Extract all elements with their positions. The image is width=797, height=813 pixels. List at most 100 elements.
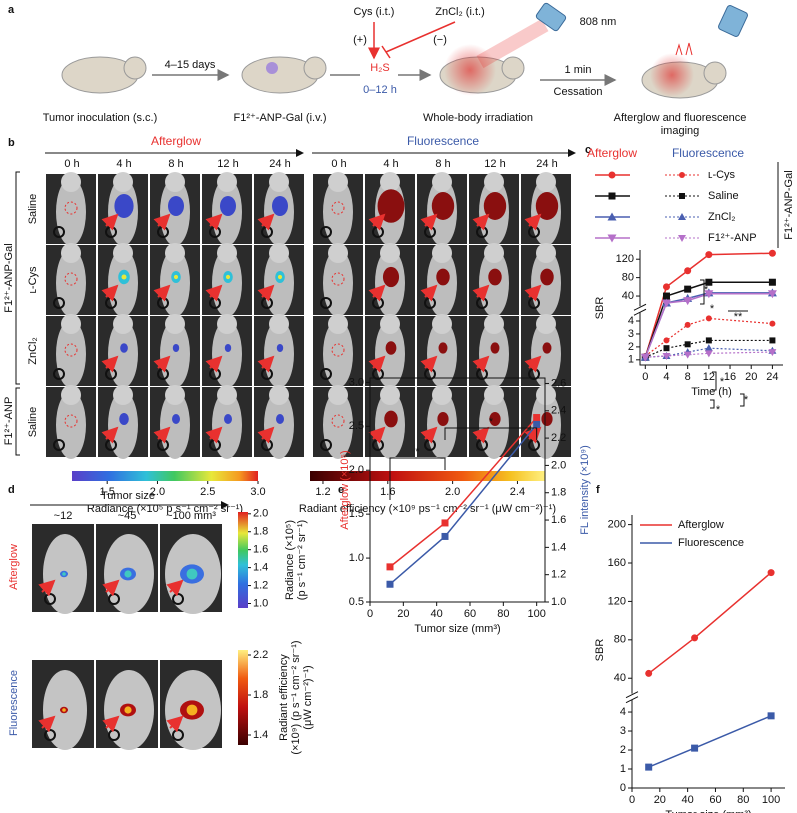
colorbar-label: (p s⁻¹ cm⁻² sr⁻¹) xyxy=(296,520,308,600)
mouse-head xyxy=(165,243,185,263)
x-axis-label: Tumor size (mm³) xyxy=(414,623,500,635)
pointer-arrow xyxy=(101,213,119,231)
pointer-arrow xyxy=(38,579,56,597)
legend-marker xyxy=(608,192,616,200)
emission-glow xyxy=(650,53,694,97)
pointer-arrow xyxy=(101,284,119,302)
series-line xyxy=(645,347,773,358)
pointer-arrow xyxy=(368,426,386,444)
pointer-arrow xyxy=(420,426,438,444)
mouse-head xyxy=(328,385,348,405)
signal-core xyxy=(121,274,127,280)
mouse-head xyxy=(61,172,81,192)
signal xyxy=(276,344,284,352)
legend-header: Afterglow xyxy=(587,146,637,160)
time-label: 24 h xyxy=(536,158,557,170)
time-label: 4 h xyxy=(116,158,131,170)
colorbar-tick-label: 1.6 xyxy=(380,486,395,498)
mouse-head xyxy=(113,243,133,263)
colorbar-tick-label: 1.8 xyxy=(253,526,268,538)
axis-break-gap xyxy=(626,693,638,700)
colorbar-label: Radiant efficiency xyxy=(278,654,290,741)
mouse-head xyxy=(536,172,556,192)
legend-marker xyxy=(679,193,685,199)
significance-mark: * xyxy=(744,394,749,406)
h2s-label: H₂S xyxy=(370,62,390,74)
mouse-head xyxy=(536,243,556,263)
tumor-site xyxy=(331,201,345,215)
time-label: 4 h xyxy=(383,158,398,170)
mode-label: Afterglow xyxy=(8,544,20,590)
colorbar-tick-label: 1.2 xyxy=(253,579,268,591)
effect-label: (+) xyxy=(353,34,367,46)
significance-mark: ** xyxy=(734,311,743,323)
legend-label: ʟ-Cys xyxy=(708,169,736,181)
x-tick-label: 0 xyxy=(642,371,648,383)
data-point xyxy=(691,634,699,642)
pointer-arrow xyxy=(205,426,223,444)
mouse-head xyxy=(61,314,81,334)
mouse-head xyxy=(536,385,556,405)
axis-frame xyxy=(639,250,783,366)
signal xyxy=(542,342,552,354)
signal-core xyxy=(173,274,179,280)
y-tick-label: 3 xyxy=(620,725,626,737)
pointer-arrow xyxy=(524,213,542,231)
y-axis-label: SBR xyxy=(594,297,606,320)
panel-label: b xyxy=(8,137,15,149)
tumor-site xyxy=(331,414,345,428)
pointer-arrow xyxy=(205,213,223,231)
tumor-site xyxy=(64,272,78,286)
size-label: ~100 mm³ xyxy=(166,510,216,522)
signal xyxy=(488,268,502,286)
step-caption: F1²⁺-ANP-Gal (i.v.) xyxy=(233,112,327,124)
tumor-site xyxy=(331,343,345,357)
y2-tick-label: 2.0 xyxy=(551,459,566,471)
legend-label: ZnCl₂ xyxy=(708,211,736,223)
legend-label: Saline xyxy=(708,190,739,202)
time-label: 12 h xyxy=(484,158,505,170)
row-label: Saline xyxy=(27,407,39,438)
data-point xyxy=(663,337,670,344)
tumor-site xyxy=(64,201,78,215)
tumor-marker xyxy=(320,226,332,238)
mouse-head xyxy=(61,385,81,405)
signal xyxy=(120,343,128,353)
y2-tick-label: 2.2 xyxy=(551,432,566,444)
legend-marker xyxy=(679,172,685,178)
x-tick-label: 20 xyxy=(397,608,409,620)
time-label: 12 h xyxy=(217,158,238,170)
colorbar-tick-label: 2.0 xyxy=(445,486,460,498)
emission-rays xyxy=(675,42,693,56)
pointer-arrow xyxy=(205,284,223,302)
pointer-arrow xyxy=(205,355,223,373)
mode-title: Fluorescence xyxy=(407,134,479,148)
legend-label: F1²⁺-ANP xyxy=(708,232,757,244)
data-point xyxy=(662,283,670,291)
significance-mark: * xyxy=(720,376,725,388)
panel-label: e xyxy=(338,484,344,496)
legend-header: Fluorescence xyxy=(672,146,744,160)
x-tick-label: 0 xyxy=(629,794,635,806)
pointer-arrow xyxy=(524,426,542,444)
panel-label: d xyxy=(8,484,15,496)
x-tick-label: 80 xyxy=(497,608,509,620)
colorbar xyxy=(310,471,545,481)
legend-label: Fluorescence xyxy=(678,537,744,549)
legend-label: Afterglow xyxy=(678,519,724,531)
mouse-head xyxy=(269,314,289,334)
irradiation-glow xyxy=(444,44,496,96)
signal xyxy=(540,268,554,286)
signal-core xyxy=(124,706,132,714)
x-tick-label: 0 xyxy=(367,608,373,620)
axis-break xyxy=(633,303,647,316)
interval-label: 0–12 h xyxy=(363,84,397,96)
mouse-head xyxy=(113,314,133,334)
pointer-arrow xyxy=(38,715,56,733)
mouse-head xyxy=(380,385,400,405)
mouse-head xyxy=(328,243,348,263)
pointer-arrow xyxy=(368,213,386,231)
data-point xyxy=(386,580,394,588)
